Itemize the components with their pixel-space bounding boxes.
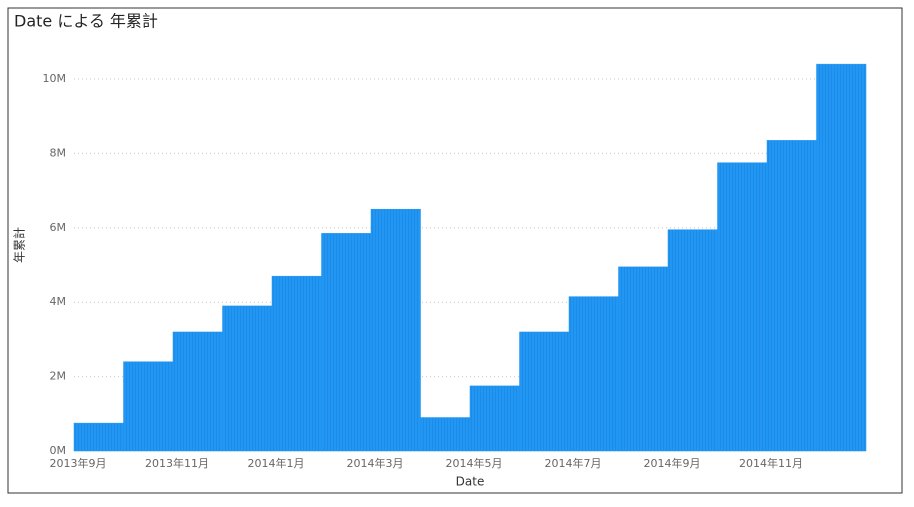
x-tick-label: 2014年1月 [248, 456, 305, 470]
bar [172, 331, 223, 452]
y-axis-label: 年累計 [12, 227, 27, 263]
x-tick-label: 2014年11月 [739, 456, 803, 470]
bar [618, 266, 669, 452]
y-tick-label: 10M [43, 72, 67, 85]
bar [766, 140, 817, 452]
bar [123, 361, 174, 452]
bar [321, 233, 372, 452]
y-tick-label: 2M [50, 370, 67, 383]
y-tick-label: 6M [50, 221, 67, 234]
bar [568, 296, 619, 452]
bar [816, 63, 867, 452]
bar [222, 305, 273, 452]
x-axis-label: Date [456, 475, 485, 489]
bar [717, 162, 768, 452]
bar [271, 275, 322, 452]
chart-title: Date による 年累計 [14, 12, 158, 31]
bar [519, 331, 570, 452]
x-tick-label: 2014年7月 [545, 456, 602, 470]
bar [420, 417, 471, 452]
x-tick-label: 2013年11月 [145, 456, 209, 470]
x-tick-label: 2014年5月 [446, 456, 503, 470]
bar [469, 385, 520, 452]
y-tick-label: 4M [50, 295, 67, 308]
bar [370, 208, 421, 452]
x-tick-label: 2014年9月 [644, 456, 701, 470]
bar [73, 422, 124, 452]
bar [667, 229, 718, 452]
y-tick-label: 8M [50, 146, 67, 159]
x-tick-label: 2014年3月 [347, 456, 404, 470]
x-tick-label: 2013年9月 [50, 456, 107, 470]
y-tick-label: 0M [50, 444, 67, 457]
